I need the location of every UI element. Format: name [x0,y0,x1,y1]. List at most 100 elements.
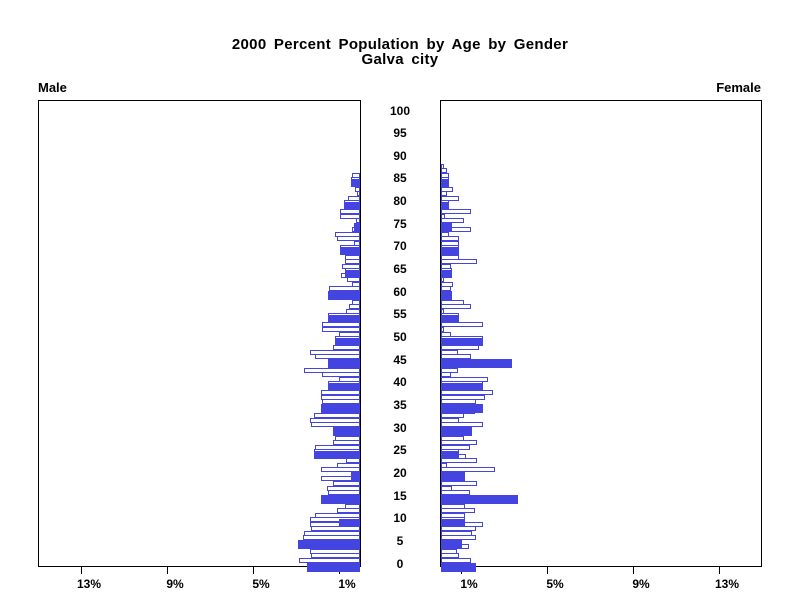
female-bar-age-8 [441,526,476,532]
right-axis-tick-label-9: 9% [632,577,650,591]
male-bar-age-71 [354,240,360,246]
female-group-bar-age-0 [441,564,476,572]
male-bar-age-53 [322,322,360,328]
female-bar-age-73 [441,231,449,237]
male-bar-age-81 [348,195,360,201]
female-bar-age-82 [441,191,447,196]
male-bar-age-76 [356,218,360,224]
age-axis-label-95: 95 [393,126,407,141]
male-bar-age-16 [328,490,360,495]
female-side-label: Female [716,80,761,95]
male-bar-age-21 [321,467,360,473]
chart-title: 2000 Percent Population by Age by Gender… [0,37,800,67]
right-axis-tick-label-1: 1% [460,577,478,591]
age-axis-label-60: 60 [393,284,407,299]
chart-title-line2: Galva city [361,51,439,68]
age-axis-label-15: 15 [393,488,407,503]
female-bar-age-81 [441,195,459,201]
female-bar-age-31 [441,422,483,428]
male-bar-age-12 [337,508,360,514]
male-group-bar-age-75 [354,224,360,233]
left-axis-tick-5 [253,567,254,574]
male-bar-age-48 [333,345,360,351]
female-group-bar-age-80 [441,201,449,210]
female-bar-age-3 [441,548,457,554]
male-bar-age-13 [345,503,360,509]
male-group-bar-age-70 [340,246,360,255]
male-bar-age-67 [345,259,360,264]
male-bar-age-56 [346,308,360,314]
male-bar-age-8 [311,526,360,532]
male-group-bar-age-15 [321,496,360,505]
left-axis-tick-label-1: 1% [338,577,356,591]
male-group-bar-age-35 [321,405,360,414]
right-axis-tick-5 [547,567,548,574]
male-group-bar-age-20 [351,473,360,482]
female-group-bar-age-5 [441,541,462,550]
female-bar-age-63 [441,277,444,283]
male-bar-age-82 [357,191,360,196]
left-axis-tick-9 [167,567,168,574]
right-axis-tick-9 [633,567,634,574]
male-bar-age-43 [304,367,360,373]
male-side-label: Male [38,80,67,95]
male-bar-age-86 [352,172,360,178]
female-bar-age-56 [441,308,444,314]
male-bar-age-6 [303,535,360,541]
left-axis-tick-label-13: 13% [76,577,102,591]
male-group-bar-age-30 [333,428,360,437]
male-bar-age-62 [352,281,360,287]
male-bar-age-1 [299,558,360,563]
male-group-bar-age-45 [328,360,360,369]
age-axis-label-35: 35 [393,397,407,412]
female-bar-age-57 [441,304,471,310]
male-bar-age-63 [347,277,360,283]
female-group-bar-age-40 [441,382,483,391]
female-bar-age-32 [441,417,459,423]
female-bar-age-62 [441,281,453,287]
age-axis-label-5: 5 [396,533,404,548]
male-bar-age-28 [335,435,360,441]
male-bar-age-42 [322,372,360,378]
left-axis-tick-label-5: 5% [252,577,270,591]
female-group-bar-age-50 [441,337,483,346]
female-bar-age-67 [441,259,477,264]
male-bar-age-26 [315,444,360,450]
age-axis-label-85: 85 [393,171,407,186]
female-bar-age-77 [441,213,445,219]
male-bar-age-2 [311,553,360,559]
female-bar-age-47 [441,349,458,355]
male-bar-age-72 [337,236,360,242]
age-axis-label-10: 10 [393,511,407,526]
female-group-bar-age-60 [441,292,452,301]
female-group-bar-age-85 [441,178,449,187]
male-bar-age-36 [322,399,360,405]
female-group-bar-age-30 [441,428,472,437]
male-bar-age-77 [340,213,360,219]
female-bar-age-53 [441,322,483,328]
male-bar-age-27 [333,440,360,446]
male-bar-age-73 [335,231,360,237]
male-bar-age-61 [329,286,360,292]
age-axis-label-45: 45 [393,352,407,367]
female-bar-age-23 [441,458,477,464]
female-bar-age-36 [441,399,476,405]
male-group-bar-age-10 [339,518,360,527]
male-group-bar-age-5 [298,541,360,550]
male-group-bar-age-40 [328,382,360,391]
age-axis-label-50: 50 [393,330,407,344]
female-group-bar-age-70 [441,246,459,255]
female-bar-age-78 [441,209,471,215]
male-bar-age-37 [321,394,360,400]
age-axis-label-25: 25 [393,443,407,458]
male-bar-age-18 [333,481,360,486]
male-bar-age-51 [339,331,360,337]
right-axis-tick-13 [719,567,720,574]
female-group-bar-age-75 [441,224,452,233]
left-axis-tick-label-9: 9% [166,577,184,591]
male-bar-age-83 [355,186,360,192]
female-bar-age-87 [441,168,447,174]
female-bar-age-43 [441,367,458,373]
female-bar-age-12 [441,508,475,514]
